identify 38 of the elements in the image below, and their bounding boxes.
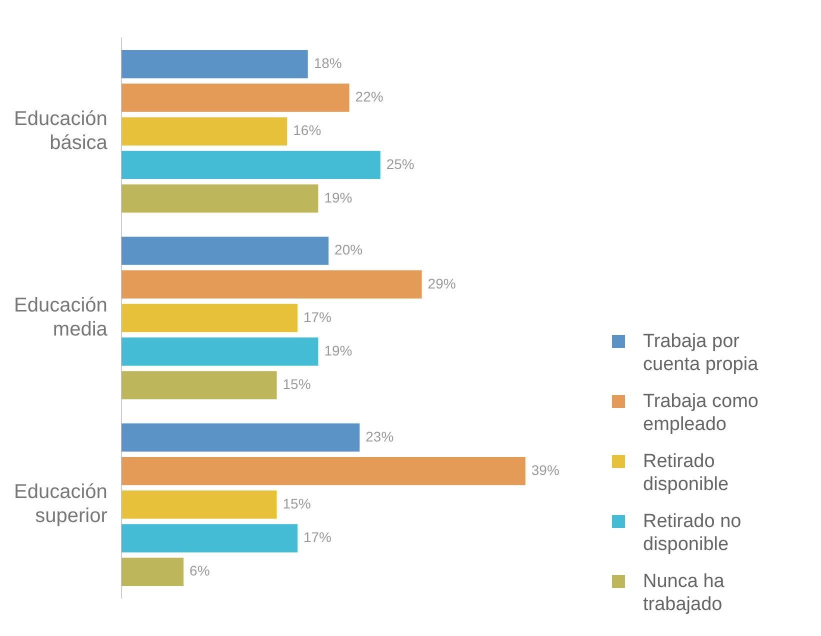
y-tick-label: Educación media — [14, 294, 108, 341]
data-label: 39% — [531, 462, 560, 478]
bar — [121, 184, 318, 213]
bar — [121, 84, 350, 112]
legend-label: Trabaja como empleado — [643, 390, 760, 436]
bar — [121, 490, 277, 519]
data-label: 19% — [324, 342, 352, 358]
data-label: 17% — [303, 308, 332, 325]
data-label: 23% — [366, 428, 394, 444]
data-label: 20% — [334, 242, 363, 258]
bar — [121, 304, 298, 332]
data-label: 17% — [303, 529, 332, 546]
bar — [121, 236, 329, 265]
y-tick-label: Educación superior — [14, 481, 108, 528]
data-label: 15% — [282, 496, 311, 512]
legend-label: Trabaja por cuenta propia — [643, 330, 760, 376]
data-label: 19% — [324, 189, 352, 206]
bar — [121, 270, 422, 299]
bar — [121, 337, 318, 366]
bar — [121, 117, 288, 146]
bar — [121, 524, 298, 552]
y-tick-label: Educación básica — [14, 108, 108, 154]
data-label: 29% — [428, 275, 456, 292]
bar — [121, 423, 360, 452]
legend-label: Nunca ha trabajado — [643, 570, 726, 616]
bar — [121, 371, 277, 400]
data-label: 16% — [293, 122, 322, 138]
data-label: 6% — [190, 562, 210, 579]
legend-label: Retirado disponible — [643, 450, 730, 496]
data-label: 15% — [282, 376, 311, 392]
legend-label: Retirado no disponible — [643, 510, 742, 556]
bar — [121, 50, 308, 78]
bar — [121, 150, 380, 180]
data-label: 22% — [355, 88, 384, 105]
bar — [121, 558, 184, 586]
bar — [121, 456, 526, 486]
data-label: 25% — [386, 156, 414, 172]
data-label: 18% — [314, 54, 342, 71]
